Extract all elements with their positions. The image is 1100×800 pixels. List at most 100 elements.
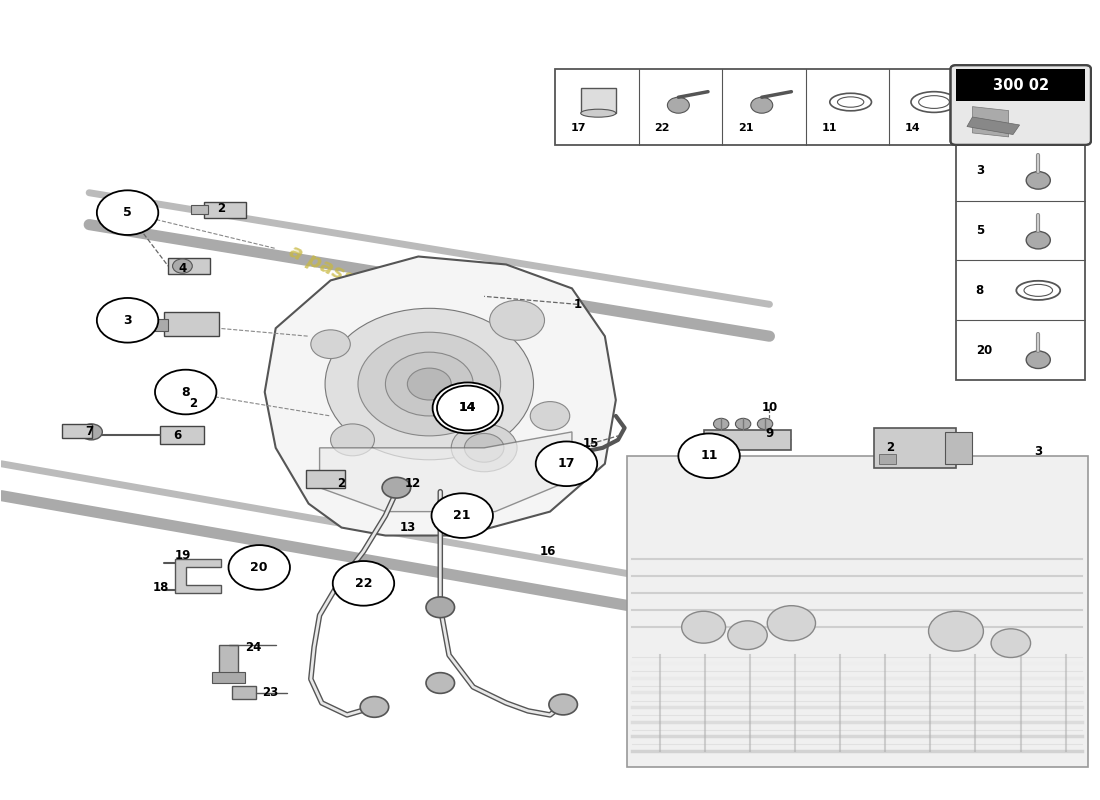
Polygon shape	[967, 117, 1020, 134]
Ellipse shape	[1016, 281, 1060, 300]
Text: 18: 18	[152, 581, 168, 594]
Circle shape	[991, 629, 1031, 658]
Circle shape	[155, 370, 217, 414]
Circle shape	[679, 434, 740, 478]
Text: 13: 13	[399, 521, 416, 534]
Text: 5: 5	[123, 206, 132, 219]
Circle shape	[331, 424, 374, 456]
Circle shape	[332, 561, 394, 606]
Text: 11: 11	[822, 123, 837, 134]
Ellipse shape	[581, 110, 616, 117]
Text: 21: 21	[453, 509, 471, 522]
Ellipse shape	[1024, 285, 1053, 296]
Circle shape	[432, 382, 503, 434]
Text: 12: 12	[405, 478, 421, 490]
Text: 22: 22	[354, 577, 372, 590]
Circle shape	[728, 621, 768, 650]
Circle shape	[1026, 231, 1050, 249]
Bar	[232, 686, 256, 699]
Text: 2: 2	[189, 398, 198, 410]
Circle shape	[451, 424, 517, 472]
Bar	[155, 318, 168, 330]
Text: a passion for parts since 1984: a passion for parts since 1984	[286, 242, 595, 399]
Circle shape	[668, 98, 690, 113]
Circle shape	[426, 597, 454, 618]
Bar	[212, 672, 245, 683]
Text: 3: 3	[976, 164, 983, 178]
Text: 2: 2	[887, 442, 894, 454]
Circle shape	[682, 611, 726, 643]
Text: 300 02: 300 02	[992, 78, 1048, 93]
Circle shape	[97, 190, 158, 235]
Text: 3: 3	[1034, 446, 1043, 458]
Circle shape	[173, 259, 192, 274]
Ellipse shape	[829, 94, 871, 111]
Circle shape	[536, 442, 597, 486]
Text: 19: 19	[174, 549, 190, 562]
Bar	[956, 141, 1086, 380]
Text: 2: 2	[338, 478, 345, 490]
Text: 24: 24	[245, 641, 262, 654]
Bar	[879, 454, 895, 464]
Circle shape	[80, 424, 102, 440]
Text: 20: 20	[251, 561, 268, 574]
Text: 1: 1	[573, 298, 582, 311]
Text: 14: 14	[459, 402, 476, 414]
Bar	[168, 258, 210, 274]
Circle shape	[736, 418, 751, 430]
Circle shape	[767, 606, 815, 641]
Circle shape	[407, 368, 451, 400]
FancyBboxPatch shape	[950, 65, 1091, 145]
Polygon shape	[320, 432, 572, 512]
Text: 23: 23	[262, 686, 278, 699]
Text: 22: 22	[654, 123, 670, 134]
Text: 4: 4	[178, 262, 187, 275]
Circle shape	[97, 298, 158, 342]
Ellipse shape	[837, 97, 864, 107]
Circle shape	[311, 330, 350, 358]
Bar	[873, 428, 956, 468]
Text: 9: 9	[766, 427, 773, 440]
Circle shape	[530, 402, 570, 430]
Circle shape	[549, 694, 578, 715]
Circle shape	[431, 494, 493, 538]
Text: 10: 10	[761, 402, 778, 414]
Circle shape	[758, 418, 772, 430]
Circle shape	[751, 98, 772, 113]
Bar	[161, 426, 205, 444]
Bar	[956, 69, 1086, 102]
Text: 14: 14	[459, 402, 476, 414]
Text: 17: 17	[558, 458, 575, 470]
Polygon shape	[265, 257, 616, 535]
Bar	[164, 312, 219, 336]
Text: 3: 3	[123, 314, 132, 326]
Text: 7: 7	[85, 426, 94, 438]
Bar	[581, 88, 616, 113]
Text: 8: 8	[182, 386, 190, 398]
Text: 6: 6	[173, 430, 182, 442]
Bar	[219, 645, 239, 675]
Text: 2: 2	[217, 202, 224, 215]
Bar	[62, 424, 92, 438]
Bar	[556, 69, 972, 145]
Text: 5: 5	[976, 224, 984, 237]
Circle shape	[928, 611, 983, 651]
Bar	[205, 202, 246, 218]
Circle shape	[714, 418, 729, 430]
Polygon shape	[972, 106, 1009, 137]
Circle shape	[490, 300, 544, 340]
Circle shape	[326, 308, 534, 460]
Bar	[945, 432, 972, 464]
Text: 14: 14	[904, 123, 921, 134]
Text: 21: 21	[738, 123, 754, 134]
Circle shape	[229, 545, 290, 590]
Text: 15: 15	[582, 438, 598, 450]
Circle shape	[382, 478, 410, 498]
Ellipse shape	[911, 92, 957, 113]
Text: 8: 8	[976, 284, 984, 297]
Bar	[627, 456, 1088, 766]
Bar	[191, 205, 208, 214]
Text: 17: 17	[571, 123, 586, 134]
Bar	[307, 470, 344, 488]
Text: 16: 16	[540, 545, 556, 558]
